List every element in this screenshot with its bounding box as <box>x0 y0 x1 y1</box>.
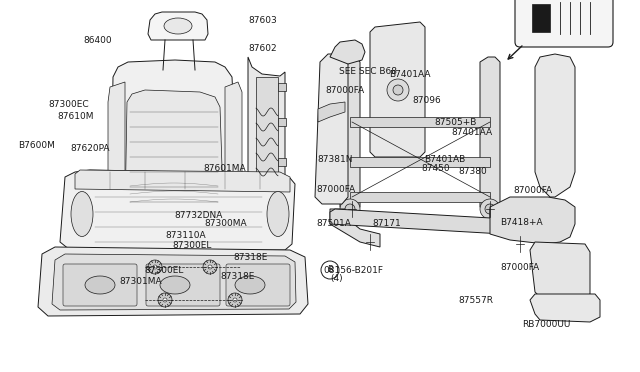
Text: SEE SEC B68: SEE SEC B68 <box>339 67 397 76</box>
Polygon shape <box>535 54 575 197</box>
Text: 87300EL: 87300EL <box>144 266 184 275</box>
Polygon shape <box>108 82 125 212</box>
Circle shape <box>321 261 339 279</box>
Polygon shape <box>110 60 238 242</box>
Text: 87380: 87380 <box>458 167 487 176</box>
Polygon shape <box>52 254 296 310</box>
Ellipse shape <box>160 276 190 294</box>
Text: 87300EL: 87300EL <box>173 241 212 250</box>
Ellipse shape <box>393 85 403 95</box>
Text: 87000FA: 87000FA <box>513 186 552 195</box>
Text: 87000FA: 87000FA <box>316 185 355 194</box>
Ellipse shape <box>163 298 167 302</box>
Polygon shape <box>148 12 208 40</box>
Polygon shape <box>38 247 308 316</box>
Text: (4): (4) <box>330 275 343 283</box>
Text: 08156-B201F: 08156-B201F <box>324 266 384 275</box>
Polygon shape <box>530 242 590 300</box>
Polygon shape <box>248 212 288 230</box>
Ellipse shape <box>233 298 237 302</box>
Polygon shape <box>350 117 490 127</box>
Text: 873110A: 873110A <box>165 231 205 240</box>
Ellipse shape <box>71 192 93 237</box>
Text: B7401AB: B7401AB <box>424 155 465 164</box>
Text: 87301MA: 87301MA <box>119 278 162 286</box>
Text: RB7000UU: RB7000UU <box>522 320 571 329</box>
Polygon shape <box>315 54 348 204</box>
Text: 87732DNA: 87732DNA <box>174 211 223 219</box>
Text: 87171: 87171 <box>372 219 401 228</box>
Text: 87505+B: 87505+B <box>434 118 476 126</box>
Text: 87501A: 87501A <box>316 219 351 228</box>
Ellipse shape <box>153 265 157 269</box>
Polygon shape <box>330 40 365 64</box>
Polygon shape <box>530 294 600 322</box>
Text: 87602: 87602 <box>248 44 277 53</box>
Bar <box>278 118 286 126</box>
Polygon shape <box>490 209 560 242</box>
Text: 87450: 87450 <box>421 164 450 173</box>
Text: B7418+A: B7418+A <box>500 218 543 227</box>
Ellipse shape <box>485 204 495 214</box>
Polygon shape <box>490 197 575 244</box>
Text: 87557R: 87557R <box>458 296 493 305</box>
Polygon shape <box>318 102 345 122</box>
Text: 87000FA: 87000FA <box>500 263 540 272</box>
Text: 87381N: 87381N <box>317 155 353 164</box>
Ellipse shape <box>228 293 242 307</box>
Ellipse shape <box>85 276 115 294</box>
Ellipse shape <box>235 276 265 294</box>
Polygon shape <box>350 157 490 167</box>
Text: 87601MA: 87601MA <box>204 164 246 173</box>
FancyBboxPatch shape <box>515 0 613 47</box>
Polygon shape <box>340 57 360 212</box>
Polygon shape <box>125 90 223 220</box>
Bar <box>278 188 286 196</box>
Ellipse shape <box>158 293 172 307</box>
Polygon shape <box>225 82 242 197</box>
Ellipse shape <box>387 79 409 101</box>
Ellipse shape <box>208 265 212 269</box>
FancyBboxPatch shape <box>63 264 137 306</box>
Polygon shape <box>75 170 290 192</box>
FancyBboxPatch shape <box>146 264 220 306</box>
Text: 87096: 87096 <box>412 96 441 105</box>
Polygon shape <box>350 192 490 202</box>
Bar <box>278 158 286 166</box>
Text: 87620PA: 87620PA <box>70 144 110 153</box>
Text: 87318E: 87318E <box>221 272 255 280</box>
Bar <box>278 83 286 91</box>
Polygon shape <box>370 22 425 157</box>
Ellipse shape <box>164 18 192 34</box>
Bar <box>532 4 550 32</box>
Ellipse shape <box>148 260 162 274</box>
Text: 87603: 87603 <box>248 16 277 25</box>
Text: 87610M: 87610M <box>58 112 94 121</box>
Polygon shape <box>480 57 500 212</box>
Ellipse shape <box>480 199 500 219</box>
Text: B7600M: B7600M <box>18 141 55 150</box>
Text: 86400: 86400 <box>83 36 112 45</box>
Text: B7401AA: B7401AA <box>389 70 431 79</box>
Text: 87401AA: 87401AA <box>452 128 493 137</box>
Ellipse shape <box>267 192 289 237</box>
Polygon shape <box>60 170 295 250</box>
Text: 87000FA: 87000FA <box>325 86 364 95</box>
Text: B: B <box>327 266 333 275</box>
Ellipse shape <box>340 199 360 219</box>
Polygon shape <box>248 57 285 212</box>
Text: 87300EC: 87300EC <box>48 100 88 109</box>
Ellipse shape <box>203 260 217 274</box>
Ellipse shape <box>345 204 355 214</box>
Text: 87318E: 87318E <box>234 253 268 262</box>
Polygon shape <box>256 77 278 202</box>
Polygon shape <box>330 209 380 247</box>
Text: 87300MA: 87300MA <box>205 219 248 228</box>
Polygon shape <box>330 209 560 237</box>
FancyBboxPatch shape <box>226 264 290 306</box>
